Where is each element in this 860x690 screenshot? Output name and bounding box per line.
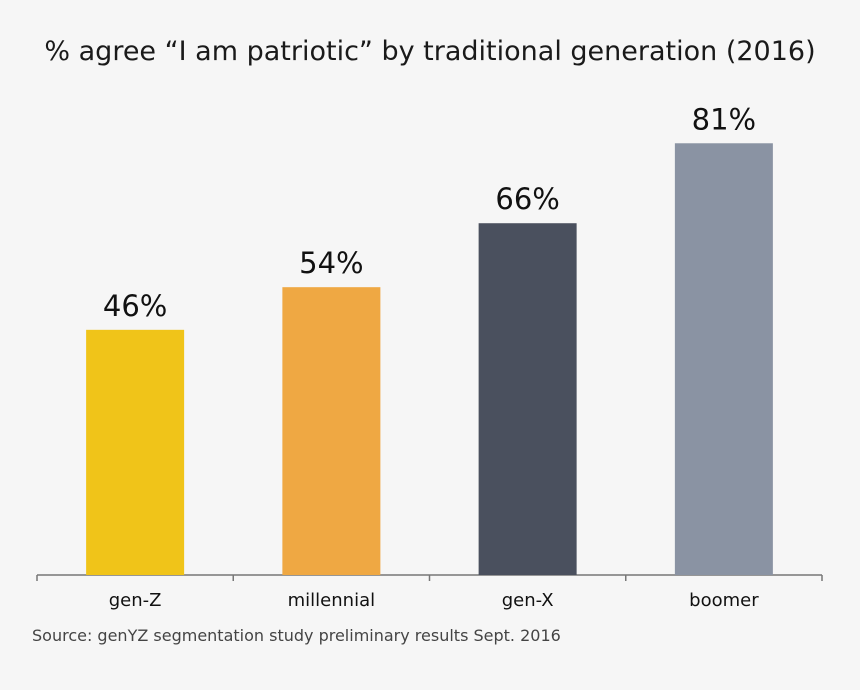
bar-gen-X [478,223,577,575]
data-label: 54% [299,246,363,280]
bar-boomer [674,143,773,575]
data-label: 81% [692,102,756,136]
data-label: 46% [103,289,167,323]
source-note: Source: genYZ segmentation study prelimi… [32,626,561,645]
data-label: 66% [495,182,559,216]
x-tick-label: boomer [689,590,759,611]
x-tick-label: gen-Z [109,590,162,611]
chart-title: % agree “I am patriotic” by traditional … [44,36,816,67]
x-tick-label: gen-X [502,590,554,611]
bar-gen-Z [86,329,185,575]
x-tick-label: millennial [288,590,375,611]
bar-millennial [282,287,381,575]
